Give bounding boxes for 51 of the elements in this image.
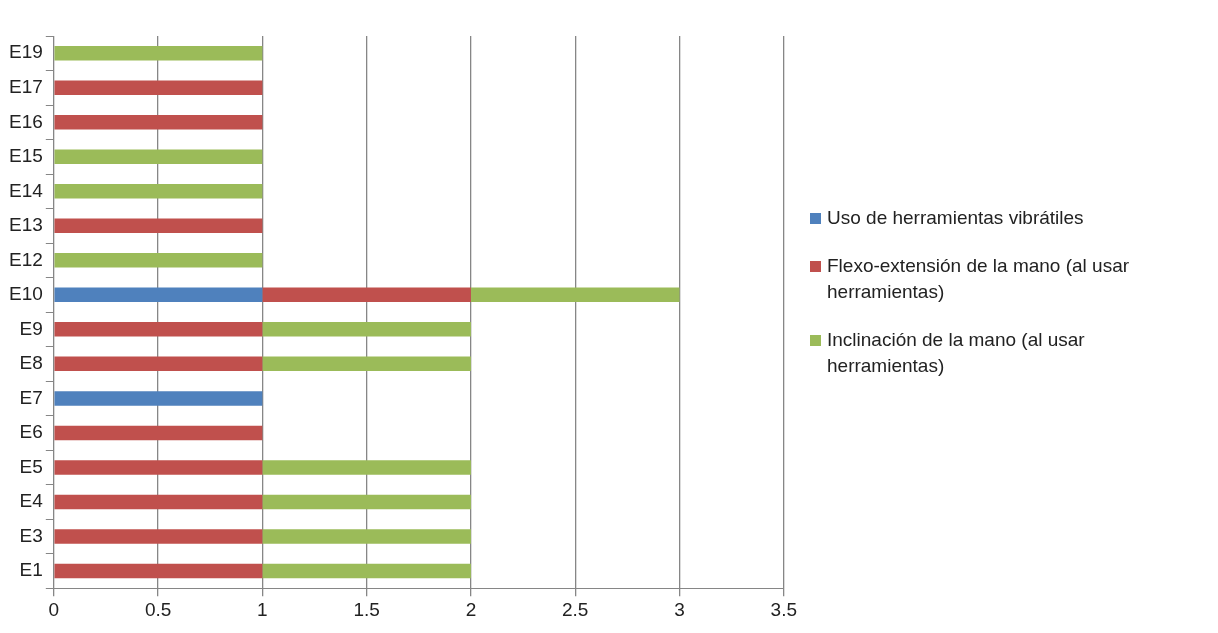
y-tick-label: E10: [8, 283, 43, 305]
y-tick-label: E3: [19, 524, 43, 546]
bar: [262, 322, 471, 337]
y-tick-label: E15: [8, 145, 43, 167]
y-tick-label: E8: [19, 352, 43, 374]
bar: [262, 287, 471, 303]
bar: [54, 529, 263, 544]
bar: [54, 494, 263, 510]
y-tick-label: E17: [8, 76, 43, 97]
legend-label: Flexo-extensión de la mano (al usar herramientas): [827, 254, 1131, 304]
y-tick-label: E5: [19, 455, 43, 477]
bar: [470, 287, 680, 303]
x-tick-label: 2: [465, 598, 477, 620]
x-tick-label: 0: [48, 598, 60, 620]
bar: [54, 322, 263, 337]
bar: [54, 391, 263, 406]
bar: [262, 494, 471, 510]
bar: [54, 218, 263, 234]
bar: [54, 46, 263, 61]
y-tick-label: E6: [19, 421, 43, 443]
x-tick-label: 0.5: [144, 598, 172, 620]
bar: [262, 529, 471, 544]
y-tick-label: E4: [19, 490, 44, 512]
legend-label: Uso de herramientas vibrátiles: [827, 206, 1084, 230]
bar: [54, 80, 263, 96]
bar: [54, 115, 263, 130]
y-tick-label: E1: [19, 559, 43, 581]
bar: [54, 563, 263, 579]
x-tick-label: 1.5: [353, 598, 380, 620]
y-tick-label: E14: [8, 179, 44, 201]
bar: [54, 287, 263, 303]
y-tick-label: E19: [8, 41, 43, 63]
bar: [54, 149, 263, 165]
bar: [54, 184, 263, 199]
bar: [54, 356, 263, 372]
y-tick-label: E16: [8, 110, 43, 132]
y-tick-label: E12: [8, 248, 43, 270]
bar: [54, 425, 263, 441]
legend-label: Inclinación de la mano (al usar herramientas): [827, 328, 1086, 378]
x-tick-label: 1: [257, 598, 268, 620]
bar: [54, 253, 263, 268]
y-tick-label: E9: [19, 317, 43, 339]
x-tick-label: 3.5: [770, 598, 797, 620]
x-tick-label: 3: [674, 598, 685, 620]
bar: [262, 563, 471, 579]
x-tick-label: 2.5: [562, 598, 589, 620]
y-tick-label: E13: [8, 214, 43, 236]
bar: [262, 356, 471, 372]
bar: [54, 460, 263, 475]
y-tick-label: E7: [19, 386, 43, 408]
bar: [262, 460, 471, 475]
